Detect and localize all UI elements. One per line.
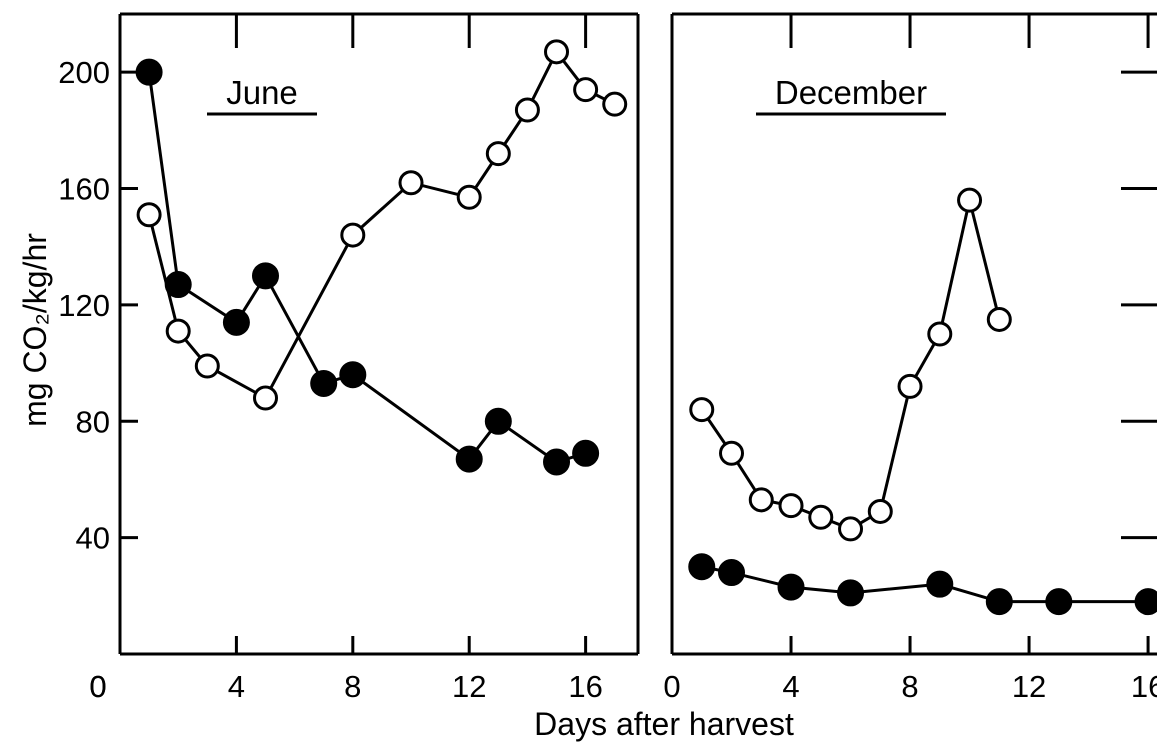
panel-0-series-0-filled-point (339, 361, 367, 389)
panel-0-series-0-line (147, 71, 587, 464)
panel-1-series-1-open-point (867, 498, 893, 524)
y-origin-label: 0 (89, 669, 106, 704)
panel-0-series-1-open-point (544, 39, 570, 65)
panel-1-series-0-filled-point (1134, 588, 1157, 616)
panel-0-series-0-filled-point (484, 407, 512, 435)
panel-1-x-tick-label: 16 (1131, 669, 1157, 704)
panel-1-series-1-open-point (719, 440, 745, 466)
panel-0-series-1-open-point (165, 318, 191, 344)
panel-0-series-1-open-point (514, 97, 540, 123)
panel-1-series-0-filled-point (718, 559, 746, 587)
panel-1-series-1-open-point (838, 516, 864, 542)
panel-0-x-tick-label: 4 (228, 669, 245, 704)
panel-1-series-0-filled-point (837, 579, 865, 607)
panel-1-series-0-filled-point (1045, 588, 1073, 616)
y-tick-label: 200 (58, 55, 110, 90)
panel-1-series-1-open-point (748, 487, 774, 513)
panel-0-series-1-open-point (398, 170, 424, 196)
panel-0-series-1-open-point (456, 184, 482, 210)
panel-1-series-0-filled-point (688, 553, 716, 581)
panel-1-series-0-filled-point (926, 570, 954, 598)
panel-1-x-origin-label: 0 (663, 669, 680, 704)
y-tick-label: 120 (58, 288, 110, 323)
y-tick-label: 80 (76, 404, 110, 439)
panel-1-series-1-open-point (986, 306, 1012, 332)
panel-0-series-0-filled-point (310, 369, 338, 397)
y-tick-label: 40 (76, 521, 110, 556)
panel-0-series-1-open-point (573, 77, 599, 103)
panel-0-series-0-filled-point (222, 308, 250, 336)
panel-0-series-0-filled-point (455, 445, 483, 473)
y-tick-label: 160 (58, 172, 110, 207)
y-axis-title: mg CO₂/kg/hr (17, 233, 53, 427)
panel-0-x-tick-label: 12 (452, 669, 486, 704)
panel-1-series-0-line (701, 565, 1149, 604)
panel-1-x-tick-label: 12 (1012, 669, 1046, 704)
panel-0-series-1-open-point (602, 91, 628, 117)
panel-1-x-tick-label: 8 (901, 669, 918, 704)
x-axis-title: Days after harvest (534, 706, 794, 742)
panel-0-series-1-open-point (136, 202, 162, 228)
panel-1-series-1-open-point (778, 493, 804, 519)
panel-1-x-tick-label: 4 (782, 669, 799, 704)
panel-0-series-0-filled-point (543, 448, 571, 476)
panel-0-title: June (226, 74, 298, 111)
panel-0-series-1-open-point (194, 353, 220, 379)
panel-0-x-tick-label: 16 (568, 669, 602, 704)
panel-1-series-0-filled-point (777, 573, 805, 601)
panel-0-series-0-filled-point (572, 439, 600, 467)
panel-1-series-1-open-point (897, 373, 923, 399)
panel-1-series-1-open-point (957, 187, 983, 213)
panel-1-series-1-open-point (927, 321, 953, 347)
panel-1-series-1-open-point (689, 397, 715, 423)
panel-1-title: December (775, 74, 927, 111)
panel-0-series-1-open-point (485, 141, 511, 167)
panel-0-series-1-open-point (253, 385, 279, 411)
panel-1-series-1-line (700, 199, 1001, 531)
panel-0-x-tick-label: 8 (344, 669, 361, 704)
panel-1-series-0-filled-point (985, 588, 1013, 616)
panel-0-series-1-line (147, 49, 616, 401)
panel-1-series-1-open-point (808, 504, 834, 530)
panel-0-series-0-filled-point (135, 58, 163, 86)
panel-0-x-origin-label: 0 (89, 669, 106, 704)
panel-0-series-0-filled-point (252, 262, 280, 290)
panel-0-series-1-open-point (340, 222, 366, 248)
